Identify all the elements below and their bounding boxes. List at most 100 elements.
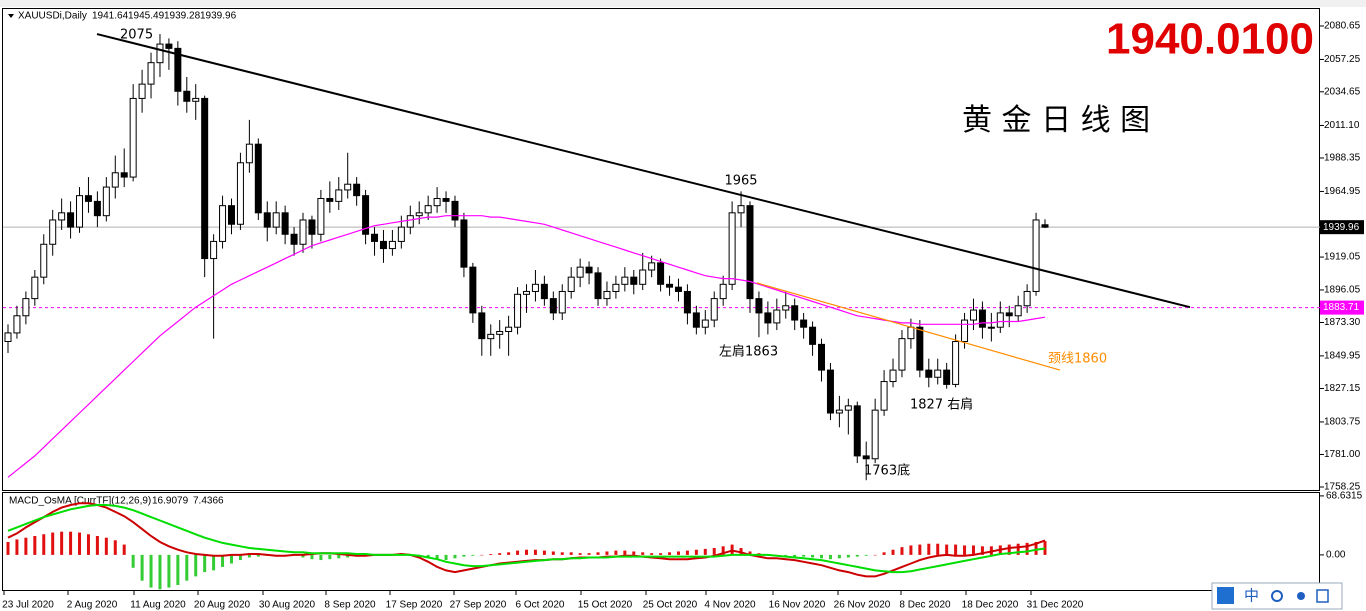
candle-body [630, 276, 638, 285]
candle-body [558, 290, 566, 314]
candle-body [728, 212, 736, 285]
hline-label: 1883.71 [1323, 302, 1360, 313]
candle-body [165, 43, 173, 49]
candle-body [129, 97, 137, 178]
candle-body [925, 369, 933, 378]
candle-body [22, 298, 30, 317]
macd-bar [301, 554, 305, 558]
candle-body [496, 330, 504, 335]
annotation: 2075 [120, 28, 153, 43]
y-tick-label: 1919.05 [1324, 252, 1361, 263]
macd-bar [793, 554, 797, 557]
candle-body [93, 200, 101, 217]
candle-body [406, 215, 414, 228]
candle-body [603, 290, 611, 300]
macd-bar [533, 549, 537, 555]
macd-bar [95, 535, 99, 555]
candle-body [934, 369, 942, 378]
macd-main-value: 16.9079 [152, 496, 189, 507]
candle-body [639, 269, 647, 285]
macd-bar [113, 540, 117, 555]
candle-body [898, 338, 906, 371]
candle-body [31, 276, 39, 300]
y-tick-label: 2057.25 [1324, 54, 1361, 65]
macd-bar [176, 554, 180, 585]
candle-body [353, 183, 361, 197]
macd-bar [820, 554, 824, 559]
y-tick-label: 1988.35 [1324, 153, 1361, 164]
candle-body [719, 283, 727, 300]
ime-icon[interactable] [1316, 589, 1329, 603]
macd-bar [578, 553, 582, 555]
ime-icon[interactable] [1217, 587, 1234, 604]
candle-body [210, 240, 218, 260]
toolbar-strip [0, 0, 1366, 7]
macd-bar [927, 543, 931, 555]
candle-body [692, 312, 700, 328]
candle-body [1023, 290, 1031, 307]
macd-bar [149, 554, 153, 588]
candle-body [835, 409, 843, 414]
x-tick-label: 27 Sep 2020 [450, 600, 507, 611]
x-tick-label: 23 Jul 2020 [2, 600, 54, 611]
macd-bar [909, 545, 913, 555]
macd-bar [623, 550, 627, 555]
candle-body [433, 198, 441, 207]
candle-body [326, 198, 334, 202]
macd-bar [471, 554, 475, 556]
annotation: 1763底 [864, 463, 910, 479]
macd-bar [1025, 542, 1029, 555]
candle-body [657, 262, 665, 285]
annotation: 1827 右肩 [910, 397, 973, 413]
candle-body [907, 326, 915, 340]
candle-body [469, 266, 477, 314]
candle-body [800, 319, 808, 328]
x-tick-label: 16 Nov 2020 [769, 600, 826, 611]
candle-body [844, 405, 852, 411]
x-tick-label: 31 Dec 2020 [1027, 600, 1084, 611]
ime-mode[interactable]: 中 [1244, 587, 1259, 605]
macd-bar [641, 552, 645, 555]
candle-body [138, 83, 146, 99]
candle-body [317, 198, 325, 235]
candle-body [746, 205, 754, 300]
candle-body [576, 266, 584, 278]
y-tick-label: 2034.65 [1324, 86, 1361, 97]
macd-bar [462, 554, 466, 557]
macd-line [7, 504, 1046, 574]
macd-bar [507, 552, 511, 555]
macd-bar [855, 554, 859, 557]
macd-bar [69, 531, 73, 555]
x-tick-label: 15 Oct 2020 [578, 600, 633, 611]
macd-bar [971, 545, 975, 555]
macd-bar [453, 554, 457, 559]
candle-body [585, 266, 593, 274]
macd-label: MACD_OsMA [CurrTF](12,26,9) [9, 496, 151, 507]
candle-body [371, 233, 379, 242]
macd-bar [131, 554, 135, 568]
macd-bar [569, 552, 573, 555]
macd-bar [319, 554, 323, 561]
macd-bar [78, 532, 82, 555]
candle-body [156, 43, 164, 64]
macd-bar [435, 554, 439, 560]
candle-body [344, 183, 352, 191]
macd-bar [864, 554, 868, 556]
macd-bar [632, 551, 636, 555]
macd-bar [203, 554, 207, 573]
macd-bar [489, 554, 493, 555]
candle-body [120, 172, 128, 178]
candle-body [674, 286, 682, 292]
candle-body [612, 283, 620, 292]
candle-body [254, 143, 262, 214]
ohlc-close: 1939.96 [200, 11, 237, 22]
ime-icon[interactable] [1297, 592, 1305, 600]
price-banner: 1940.0100 [1106, 15, 1314, 64]
macd-bar [846, 554, 850, 558]
y-tick-label: 1896.05 [1324, 285, 1361, 296]
neckline [756, 282, 1061, 371]
macd-bar [104, 537, 108, 555]
ime-icon[interactable] [1271, 590, 1283, 602]
candle-body [773, 309, 781, 324]
x-tick-label: 20 Aug 2020 [194, 600, 251, 611]
